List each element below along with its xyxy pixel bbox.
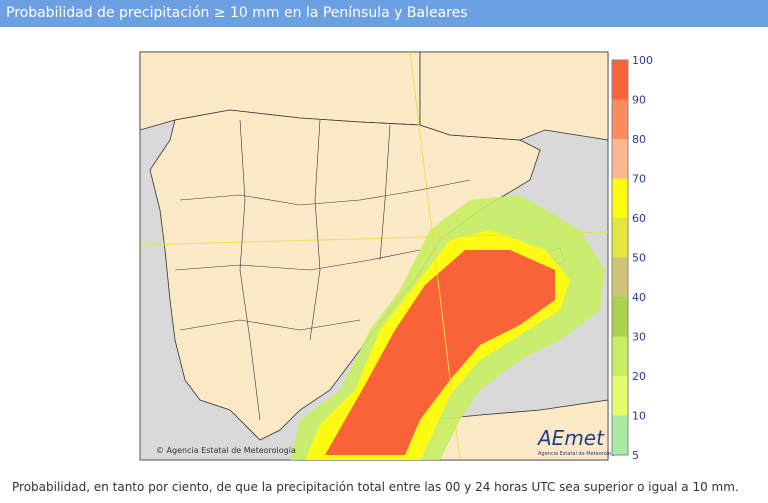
colorbar-segment [612,60,628,100]
map-credit: © Agencia Estatal de Meteorología [156,446,296,455]
colorbar-label: 60 [632,212,646,225]
colorbar-label: 100 [632,54,653,67]
graticule [139,51,609,461]
colorbar-label: 30 [632,331,646,344]
province-borders [174,119,471,421]
header-title: Probabilidad de precipitación ≥ 10 mm en… [0,0,768,27]
colorbar-segment [612,99,628,139]
precipitation [290,195,605,460]
colorbar-label: 70 [632,173,646,186]
colorbar-segment [612,376,628,416]
colorbar-segment [612,257,628,297]
colorbar-segment [612,218,628,258]
colorbar-segment [612,139,628,179]
colorbar-segment [612,415,628,455]
caption: Probabilidad, en tanto por ciento, de qu… [12,480,739,494]
logo-subtitle: Agencia Estatal de Meteorología [538,450,619,457]
colorbar-label: 40 [632,291,646,304]
colorbar-frame [611,59,629,456]
colorbar: 100 90 80 70 60 50 40 30 20 10 5 [611,54,653,462]
colorbar-label: 20 [632,370,646,383]
colorbar-segment [612,297,628,337]
colorbar-segment [612,336,628,376]
colorbar-label: 10 [632,410,646,423]
colorbar-label: 80 [632,133,646,146]
colorbar-label: 90 [632,94,646,107]
logo: AEmet [536,426,605,450]
colorbar-segment [612,178,628,218]
colorbar-label: 50 [632,252,646,265]
colorbar-label: 5 [632,449,639,462]
